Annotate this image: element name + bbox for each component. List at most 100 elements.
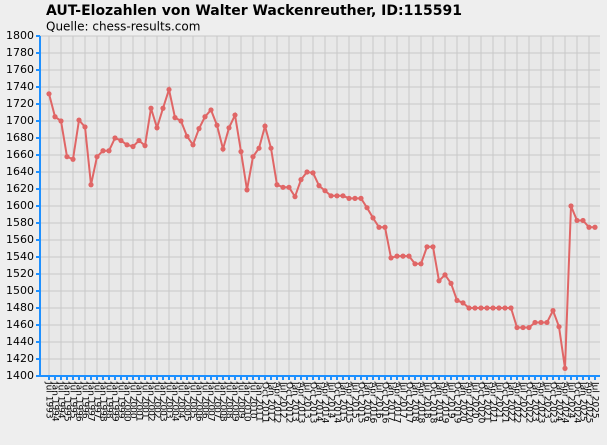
point <box>334 193 340 199</box>
x-tick-label: Apr 2020 <box>464 382 474 424</box>
point <box>190 142 196 148</box>
x-tick-label: Jan 1996 <box>74 381 84 422</box>
x-tick-label: Jan 2023 <box>530 381 540 422</box>
point <box>220 146 226 152</box>
point <box>166 86 172 93</box>
x-tick-label: Oct 2014 <box>332 382 342 424</box>
point <box>562 365 568 371</box>
x-tick-label: Jan 1994 <box>50 381 60 422</box>
x-tick-label: Jan 2019 <box>434 381 444 422</box>
x-tick-label: Jul 2024 <box>566 381 576 419</box>
x-tick-label: Jul 2023 <box>542 381 552 419</box>
x-tick-label: Jul 2015 <box>350 381 360 419</box>
point <box>178 118 184 124</box>
point <box>412 261 418 267</box>
point <box>88 182 94 188</box>
x-tick-label: Jul 2022 <box>518 381 528 419</box>
x-tick-label: Jul 2025 <box>590 381 600 419</box>
x-tick-label: Apr 2024 <box>560 382 570 424</box>
chart-subtitle: Quelle: chess-results.com <box>46 20 200 34</box>
x-tick-label: Apr 2014 <box>320 382 330 424</box>
x-tick-label: Apr 2015 <box>344 382 354 423</box>
x-tick-label: Jan 2010 <box>242 381 252 422</box>
y-tick-label: 1480 <box>6 301 34 314</box>
x-tick-label: Jan 2021 <box>482 381 492 422</box>
point <box>274 182 280 188</box>
point <box>250 154 256 160</box>
chart-title: AUT-Elozahlen von Walter Wackenreuther, … <box>46 3 462 19</box>
x-tick-label: Jan 2003 <box>158 381 168 422</box>
point <box>202 114 208 120</box>
point <box>286 184 292 190</box>
point <box>556 324 562 330</box>
x-tick-label: Jan 2025 <box>578 381 588 422</box>
x-tick-label: Jan 2014 <box>314 381 324 422</box>
point <box>436 278 442 284</box>
point <box>490 305 496 311</box>
point <box>388 255 394 261</box>
point <box>568 203 574 209</box>
x-tick-label: Jul 1998 <box>104 381 114 419</box>
x-tick-label: Apr 2016 <box>368 382 378 424</box>
point <box>322 188 328 194</box>
point <box>124 142 130 148</box>
y-tick-label: 1520 <box>6 267 34 280</box>
point <box>502 305 508 311</box>
point <box>214 122 220 128</box>
point <box>46 91 52 97</box>
x-tick-label: Jul 2016 <box>374 381 384 419</box>
x-tick-label: Jan 2020 <box>458 381 468 422</box>
point <box>382 224 388 230</box>
x-tick-label: Jul 2007 <box>212 381 222 419</box>
x-tick-label: Jul 2002 <box>152 381 162 419</box>
x-tick-label: Jul 2010 <box>248 381 258 419</box>
point <box>196 126 202 132</box>
x-tick-label: Apr 2018 <box>416 382 426 424</box>
x-tick-label: Apr 2012 <box>272 382 282 423</box>
point <box>94 154 100 160</box>
y-tick-label: 1660 <box>6 148 34 161</box>
point <box>244 187 250 193</box>
y-tick-label: 1720 <box>6 97 34 110</box>
point <box>64 154 70 160</box>
point <box>70 156 76 162</box>
point <box>256 145 262 151</box>
x-tick-label: Jul 2000 <box>128 381 138 419</box>
point <box>484 305 490 311</box>
x-tick-label: Oct 2022 <box>524 382 534 423</box>
point <box>148 105 154 111</box>
point <box>406 253 412 259</box>
x-tick-label: Oct 2015 <box>356 382 366 423</box>
point <box>448 280 454 286</box>
x-tick-label: Oct 2018 <box>428 382 438 424</box>
x-tick-label: Oct 2021 <box>500 382 510 423</box>
x-tick-label: Jul 2018 <box>422 381 432 419</box>
point <box>346 195 352 201</box>
point <box>376 224 382 230</box>
point <box>526 324 532 331</box>
y-tick-label: 1800 <box>6 29 34 42</box>
x-tick-label: Oct 2017 <box>404 382 414 423</box>
x-tick-label: Jan 1997 <box>86 381 96 422</box>
x-tick-label: Jan 1999 <box>110 381 120 422</box>
x-tick-label: Jan 2016 <box>362 381 372 422</box>
x-tick-label: Jan 2000 <box>122 381 132 422</box>
x-tick-label: Jan 2011 <box>254 381 264 422</box>
y-tick-label: 1560 <box>6 233 34 246</box>
x-tick-label: Jul 1993 <box>44 381 54 419</box>
x-tick-label: Jul 1995 <box>68 381 78 419</box>
point <box>442 272 448 278</box>
point <box>238 149 244 155</box>
point <box>154 125 160 131</box>
x-tick-label: Oct 2011 <box>260 382 270 423</box>
x-tick-label: Jan 2013 <box>290 381 300 422</box>
x-tick-label: Oct 2013 <box>308 382 318 423</box>
point <box>352 195 358 201</box>
point <box>364 205 370 211</box>
point <box>136 137 142 144</box>
point <box>478 305 484 311</box>
x-tick-label: Jul 2001 <box>140 381 150 419</box>
x-tick-label: Jan 2018 <box>410 381 420 422</box>
x-tick-label: Jul 2012 <box>278 381 288 419</box>
